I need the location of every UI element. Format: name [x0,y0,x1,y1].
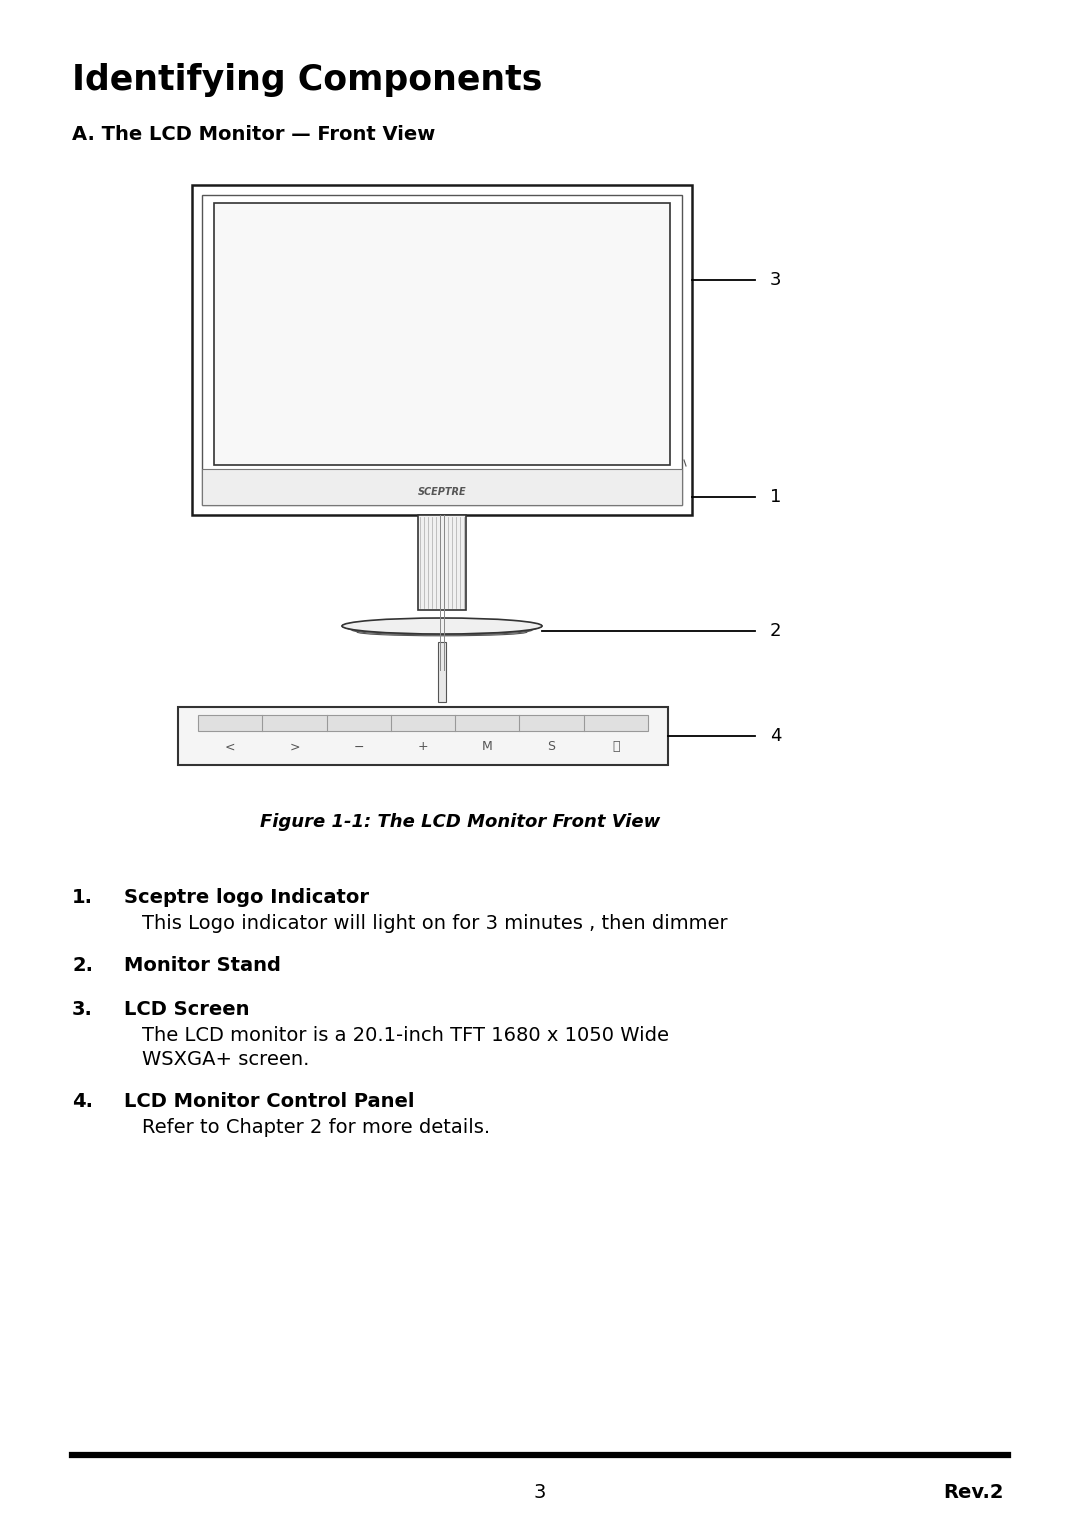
Text: M: M [482,740,492,754]
Text: 1: 1 [770,488,781,506]
Text: >: > [289,740,299,754]
Bar [178,706,669,764]
Text: Identifying Components: Identifying Components [72,63,542,96]
Text: Monitor Stand: Monitor Stand [124,956,281,976]
Text: Rev.2: Rev.2 [944,1483,1004,1501]
Text: 2.: 2. [72,956,93,976]
Text: 4.: 4. [72,1092,93,1112]
Bar [192,185,692,515]
Bar [202,469,681,505]
Text: <: < [225,740,235,754]
Text: 3: 3 [770,271,782,289]
Bar [214,203,670,465]
Text: S: S [548,740,555,754]
Text: SCEPTRE: SCEPTRE [418,488,467,497]
Text: 3.: 3. [72,1000,93,1018]
Text: Sceptre logo Indicator: Sceptre logo Indicator [124,888,369,907]
Text: ⏻: ⏻ [612,740,620,754]
Bar [438,642,446,702]
Text: WSXGA+ screen.: WSXGA+ screen. [141,1050,309,1069]
Text: −: − [353,740,364,754]
Text: +: + [418,740,429,754]
Text: The LCD monitor is a 20.1-inch TFT 1680 x 1050 Wide: The LCD monitor is a 20.1-inch TFT 1680 … [141,1026,669,1044]
Text: A. The LCD Monitor — Front View: A. The LCD Monitor — Front View [72,125,435,144]
Ellipse shape [342,618,542,635]
Bar [418,515,465,610]
Text: 1.: 1. [72,888,93,907]
Bar [198,716,648,731]
Text: This Logo indicator will light on for 3 minutes , then dimmer: This Logo indicator will light on for 3 … [141,914,728,933]
Text: 3: 3 [534,1483,546,1501]
Text: LCD Screen: LCD Screen [124,1000,249,1018]
Text: 2: 2 [770,622,782,641]
Text: Figure 1-1: The LCD Monitor Front View: Figure 1-1: The LCD Monitor Front View [260,813,660,830]
Text: Refer to Chapter 2 for more details.: Refer to Chapter 2 for more details. [141,1118,490,1138]
Text: LCD Monitor Control Panel: LCD Monitor Control Panel [124,1092,415,1112]
Text: 4: 4 [770,726,782,745]
Bar [202,196,681,505]
